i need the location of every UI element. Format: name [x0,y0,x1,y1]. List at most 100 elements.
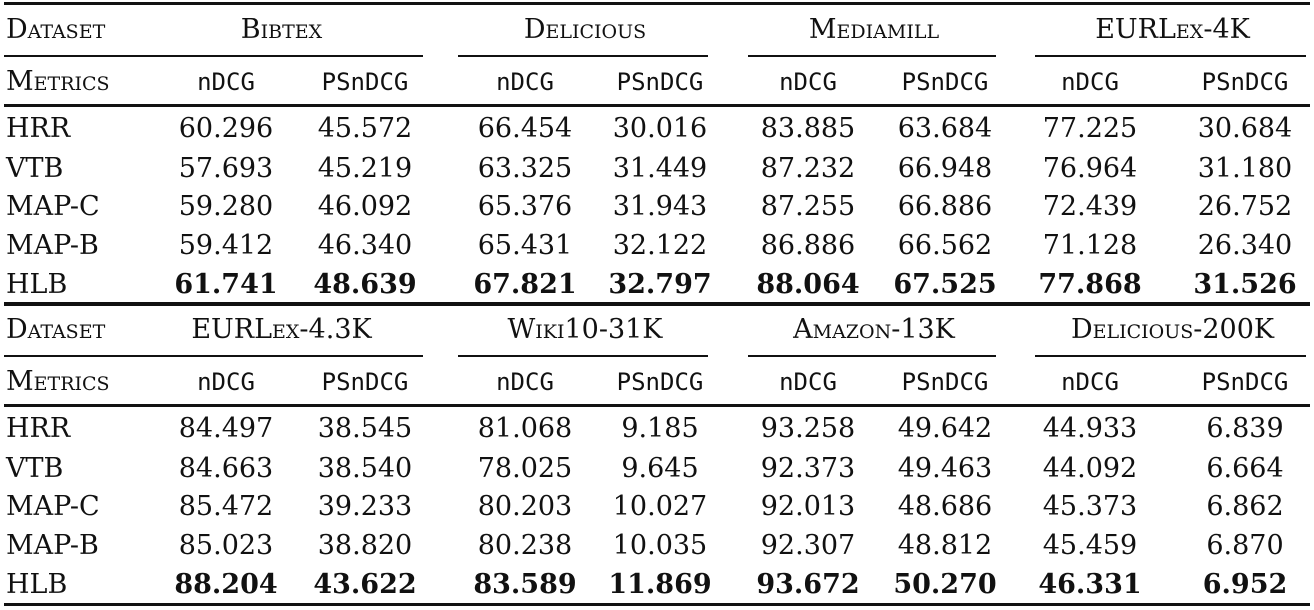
metric-header: nDCG [1061,368,1119,396]
table-cell: 32.122 [612,230,708,261]
dataset-name: Amazon-13K [793,314,955,345]
table-cell: 87.232 [760,153,856,184]
table-cell: 92.013 [760,491,856,522]
metric-header: PSnDCG [321,68,409,96]
metric-header: PSnDCG [1201,68,1289,96]
table-cell: 66.562 [897,230,993,261]
table-cell: 83.589 [473,569,577,600]
bottom-rule [4,603,1310,606]
table-cell: 44.933 [1042,413,1138,444]
table-cell: 72.439 [1042,191,1138,222]
metric-header: PSnDCG [616,68,704,96]
dataset-header-label: Dataset [6,14,106,45]
table-cell: 80.203 [477,491,573,522]
table-cell: 80.238 [477,530,573,561]
table-cell: 63.325 [477,153,573,184]
table-cell: 45.373 [1042,491,1138,522]
table-cell: 46.331 [1038,569,1142,600]
table-cell: 6.870 [1206,530,1284,561]
table-cell: 38.820 [317,530,413,561]
table-cell: 77.225 [1042,113,1138,144]
top-rule [4,2,1310,5]
table-cell: 46.092 [317,191,413,222]
table-cell: 87.255 [760,191,856,222]
table-cell: 85.472 [178,491,274,522]
table-cell: 6.839 [1206,413,1284,444]
table-cell: 66.454 [477,113,573,144]
table-cell: 48.639 [313,269,417,300]
method-name: MAP-B [6,530,99,561]
table-cell: 71.128 [1042,230,1138,261]
table-cell: 66.886 [897,191,993,222]
table-cell: 88.064 [756,269,860,300]
table-cell: 31.180 [1197,153,1293,184]
table-cell: 81.068 [477,413,573,444]
table-cell: 10.035 [612,530,708,561]
table-cell: 46.340 [317,230,413,261]
table-cell: 38.540 [317,453,413,484]
table-cell: 31.943 [612,191,708,222]
table-cell: 67.525 [893,269,997,300]
table-cell: 49.642 [897,413,993,444]
method-name: HLB [6,569,68,600]
table-cell: 45.459 [1042,530,1138,561]
table-cell: 61.741 [174,269,278,300]
table-cell: 59.412 [178,230,274,261]
top-rule [4,302,1310,305]
metric-header: nDCG [197,68,255,96]
table-cell: 85.023 [178,530,274,561]
dataset-underline [4,355,140,357]
method-name: MAP-C [6,191,100,222]
header-rule [4,104,1310,107]
dataset-group-rule [748,355,996,357]
table-cell: 92.307 [760,530,856,561]
table-cell: 10.027 [612,491,708,522]
dataset-name: Wiki10-31K [507,314,663,345]
table-cell: 66.948 [897,153,993,184]
table-cell: 32.797 [608,269,712,300]
dataset-name: Delicious-200K [1070,314,1275,345]
dataset-group-rule [136,355,423,357]
table-cell: 6.952 [1202,569,1288,600]
table-cell: 83.885 [760,113,856,144]
dataset-name: EURLex-4.3K [191,314,372,345]
metric-header: nDCG [496,368,554,396]
table-cell: 30.016 [612,113,708,144]
dataset-underline [4,55,140,57]
metric-header: nDCG [197,368,255,396]
header-rule [4,404,1310,407]
table-cell: 31.449 [612,153,708,184]
metric-header: PSnDCG [1201,368,1289,396]
method-name: VTB [6,453,64,484]
table-cell: 65.431 [477,230,573,261]
table-cell: 92.373 [760,453,856,484]
method-name: MAP-C [6,491,100,522]
dataset-name: Delicious [523,14,647,45]
table-cell: 45.572 [317,113,413,144]
table-cell: 9.185 [621,413,699,444]
table-cell: 88.204 [174,569,278,600]
table-cell: 93.672 [756,569,860,600]
table-cell: 11.869 [608,569,712,600]
table-cell: 67.821 [473,269,577,300]
table-cell: 9.645 [621,453,699,484]
metric-header: PSnDCG [321,368,409,396]
metric-header: PSnDCG [901,368,989,396]
table-cell: 65.376 [477,191,573,222]
table-cell: 26.340 [1197,230,1293,261]
table-cell: 59.280 [178,191,274,222]
table-cell: 60.296 [178,113,274,144]
dataset-group-rule [458,355,708,357]
metric-header: nDCG [779,68,837,96]
table-cell: 86.886 [760,230,856,261]
dataset-group-rule [748,55,996,57]
table-cell: 45.219 [317,153,413,184]
method-name: HRR [6,113,71,144]
metric-header: PSnDCG [616,368,704,396]
table-cell: 76.964 [1042,153,1138,184]
dataset-group-rule [1035,55,1306,57]
method-name: HLB [6,269,68,300]
metrics-header-label: Metrics [6,66,110,97]
table-cell: 31.526 [1193,269,1297,300]
table-cell: 43.622 [313,569,417,600]
